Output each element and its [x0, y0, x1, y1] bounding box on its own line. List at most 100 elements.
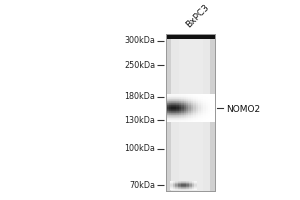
Bar — [211, 114, 213, 115]
Bar — [181, 185, 184, 186]
Bar — [184, 96, 186, 97]
Bar — [166, 111, 169, 112]
Bar — [166, 119, 169, 120]
Bar — [196, 103, 199, 104]
Bar — [186, 115, 189, 116]
Bar — [188, 108, 191, 109]
Bar — [189, 185, 192, 186]
Bar — [171, 113, 174, 114]
Bar — [184, 186, 187, 187]
Bar — [178, 99, 182, 100]
Bar — [188, 115, 191, 116]
Bar — [181, 117, 184, 118]
Bar — [173, 185, 176, 186]
Bar — [169, 95, 172, 96]
Bar — [174, 110, 176, 111]
Bar — [192, 188, 195, 189]
Bar — [203, 117, 206, 118]
Bar — [176, 95, 179, 96]
Bar — [166, 119, 169, 120]
Bar — [188, 118, 191, 119]
Bar — [176, 97, 179, 98]
Bar — [181, 96, 184, 97]
Bar — [201, 97, 203, 98]
Bar — [169, 114, 172, 115]
Bar — [178, 102, 182, 103]
Bar — [188, 109, 191, 110]
Bar — [191, 115, 194, 116]
Bar — [208, 104, 211, 105]
Bar — [169, 121, 172, 122]
Bar — [201, 107, 203, 108]
Bar — [184, 106, 186, 107]
Bar — [196, 113, 199, 114]
Bar — [181, 106, 184, 107]
Bar — [189, 182, 192, 183]
Bar — [203, 111, 206, 112]
Bar — [208, 111, 211, 112]
Bar — [176, 98, 179, 99]
Bar — [178, 96, 182, 97]
Bar — [169, 106, 172, 107]
Bar — [178, 104, 182, 105]
Bar — [196, 107, 199, 108]
Bar — [169, 110, 172, 111]
Bar — [208, 100, 211, 101]
Bar — [174, 119, 176, 120]
Bar — [211, 107, 213, 108]
Bar — [186, 97, 189, 98]
Bar — [213, 107, 216, 108]
Bar — [174, 95, 176, 96]
Bar — [201, 100, 203, 101]
Bar — [186, 185, 189, 186]
Bar — [203, 105, 206, 106]
Bar — [171, 111, 174, 112]
Bar — [166, 99, 169, 100]
Bar — [206, 94, 208, 95]
Bar — [208, 114, 211, 115]
Bar — [184, 113, 186, 114]
Bar — [170, 182, 173, 183]
Bar — [178, 120, 182, 121]
Bar — [198, 117, 201, 118]
Bar — [184, 183, 187, 184]
Bar — [166, 115, 169, 116]
Bar — [186, 98, 189, 99]
Bar — [211, 104, 213, 105]
Bar — [169, 119, 172, 120]
Bar — [166, 116, 169, 117]
Bar — [176, 104, 179, 105]
Bar — [198, 108, 201, 109]
Bar — [186, 100, 189, 101]
Bar — [181, 94, 184, 95]
Bar — [178, 182, 181, 183]
Bar — [201, 108, 203, 109]
Bar — [211, 119, 213, 120]
Bar — [193, 109, 196, 110]
Bar — [196, 96, 199, 97]
Bar — [193, 120, 196, 121]
Bar — [188, 96, 191, 97]
Bar — [191, 98, 194, 99]
Bar — [178, 119, 182, 120]
Bar — [189, 188, 192, 189]
Bar — [184, 111, 186, 112]
Bar — [203, 119, 206, 120]
Bar — [178, 111, 182, 112]
Bar — [169, 102, 172, 103]
Bar — [181, 105, 184, 106]
Bar — [194, 182, 197, 183]
Bar — [193, 110, 196, 111]
Bar — [191, 104, 194, 105]
Bar — [174, 97, 176, 98]
Bar — [198, 106, 201, 107]
Bar — [213, 96, 216, 97]
Bar — [203, 110, 206, 111]
Bar — [176, 185, 178, 186]
Bar — [176, 102, 179, 103]
Bar — [211, 94, 213, 95]
Bar — [198, 101, 201, 102]
Bar — [178, 186, 181, 187]
Bar — [184, 118, 186, 119]
Bar — [178, 34, 203, 191]
